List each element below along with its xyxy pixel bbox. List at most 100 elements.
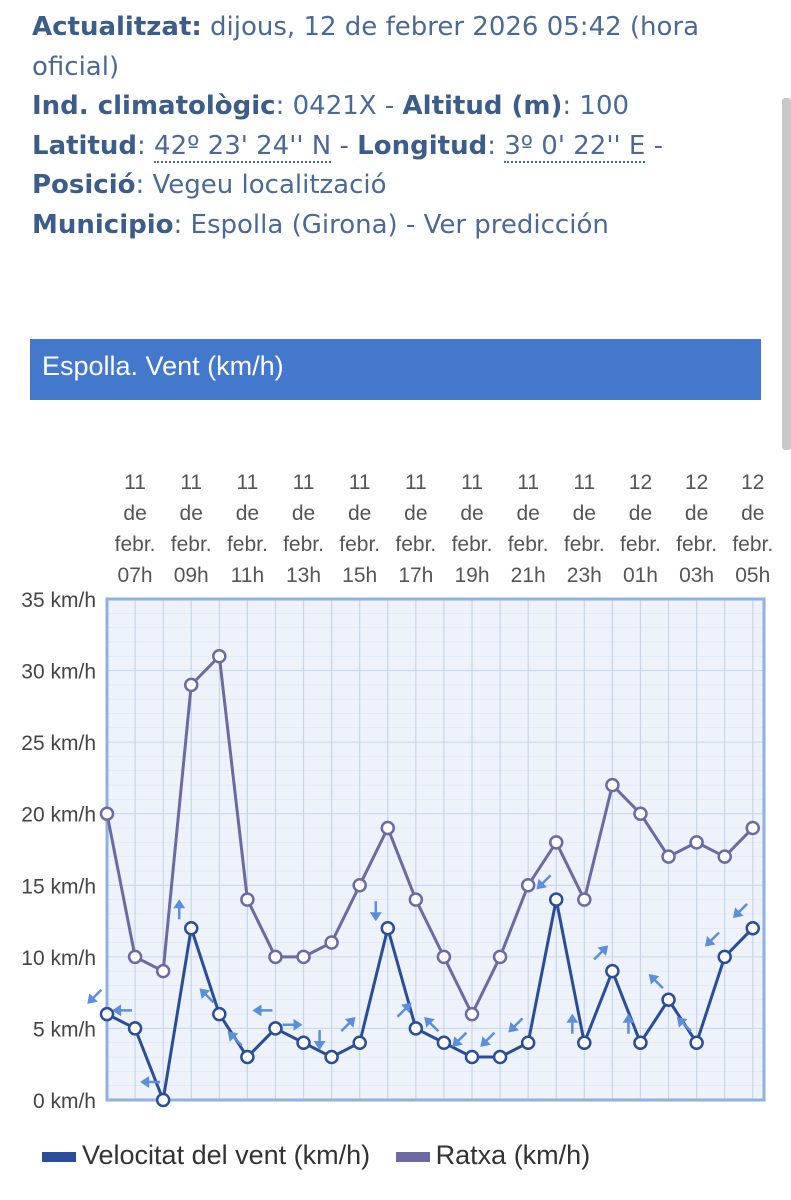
station-info: Actualitzat: dijous, 12 de febrer 2026 0… xyxy=(32,8,732,245)
x-tick-label: 11 xyxy=(236,471,258,494)
longitude-sep: - xyxy=(331,130,358,161)
x-tick-label: febr. xyxy=(339,533,380,556)
latitude-value[interactable]: 42º 23' 24'' N xyxy=(154,130,332,163)
longitude-label: Longitud xyxy=(357,130,488,161)
wind-direction-arrow xyxy=(369,901,382,922)
gust-point xyxy=(99,806,115,821)
x-tick-label: de xyxy=(404,502,427,525)
gust-point xyxy=(127,949,143,965)
gust-point xyxy=(633,806,648,821)
position-link[interactable]: : Vegeu localització xyxy=(135,170,387,200)
page-scrollbar[interactable] xyxy=(782,98,791,450)
x-tick-label: febr. xyxy=(452,533,493,556)
y-tick-label: 25 km/h xyxy=(21,732,96,755)
wind-direction-arrow xyxy=(396,1002,412,1018)
gust-point xyxy=(577,892,592,907)
gust-point xyxy=(717,849,732,864)
speed-point xyxy=(268,1021,283,1036)
legend-speed-label: Velocitat del vent (km/h) xyxy=(82,1140,371,1170)
x-tick-label: de xyxy=(236,502,259,525)
wind-direction-arrow xyxy=(508,1017,524,1033)
y-tick-label: 15 km/h xyxy=(21,875,96,898)
legend-gust[interactable]: Ratxa (km/h) xyxy=(395,1140,590,1171)
speed-point xyxy=(605,963,620,979)
wind-direction-arrow xyxy=(452,1031,468,1047)
chart-title-bar: Espolla. Vent (km/h) xyxy=(30,339,761,400)
wind-direction-arrow xyxy=(140,1076,161,1088)
x-tick-label: febr. xyxy=(227,533,268,556)
speed-point xyxy=(464,1049,480,1065)
wind-direction-arrow xyxy=(648,974,664,990)
gust-point xyxy=(548,835,564,850)
speed-point xyxy=(352,1035,367,1050)
legend-gust-swatch xyxy=(395,1151,430,1162)
speed-point xyxy=(717,949,732,965)
x-tick-label: 21h xyxy=(511,564,546,587)
wind-direction-arrow xyxy=(227,1031,243,1047)
position-label: Posició xyxy=(32,170,136,200)
x-tick-label: 11 xyxy=(517,471,539,494)
y-tick-label: 20 km/h xyxy=(21,804,96,827)
x-tick-label: de xyxy=(516,502,539,525)
gust-point xyxy=(183,677,199,693)
wind-chart: 0 km/h 5 km/h 10 km/h 15 km/h 20 km/h 25 km/h… xyxy=(21,471,773,1113)
longitude-value[interactable]: 3º 0' 22'' E xyxy=(504,130,646,163)
wind-direction-arrow xyxy=(566,1013,579,1034)
gust-point xyxy=(296,949,311,965)
speed-line xyxy=(106,899,754,1106)
gust-point xyxy=(520,878,536,893)
x-tick-label: de xyxy=(460,502,483,525)
x-tick-label: febr. xyxy=(171,533,212,556)
x-tick-label: 15h xyxy=(342,564,377,587)
coordinates-row: Latitud: 42º 23' 24'' N - Longitud: 3º 0… xyxy=(32,127,732,167)
x-tick-label: de xyxy=(180,502,203,525)
gust-point xyxy=(492,949,508,965)
gust-point xyxy=(212,649,227,664)
x-tick-label: de xyxy=(573,502,596,525)
speed-point xyxy=(689,1035,704,1050)
wind-direction-arrow xyxy=(704,931,720,947)
wind-direction-arrow xyxy=(424,1016,440,1032)
speed-point xyxy=(548,892,564,907)
x-tick-label: de xyxy=(629,502,652,525)
speed-point xyxy=(661,992,676,1008)
x-tick-label: 23h xyxy=(567,564,602,587)
y-tick-label: 5 km/h xyxy=(33,1018,96,1041)
x-tick-label: 05h xyxy=(735,564,770,587)
x-tick-label: 11 xyxy=(124,471,146,494)
wind-direction-arrow xyxy=(199,988,215,1004)
speed-point xyxy=(745,920,761,936)
gust-point xyxy=(408,892,424,907)
latitude-label: Latitud xyxy=(32,130,138,161)
x-tick-label: 12 xyxy=(685,471,708,494)
y-tick-label: 0 km/h xyxy=(33,1090,96,1113)
gust-point xyxy=(689,835,704,850)
wind-direction-arrow xyxy=(252,1004,273,1017)
wind-direction-arrow xyxy=(732,902,749,919)
speed-point xyxy=(520,1035,536,1050)
y-tick-label: 10 km/h xyxy=(21,947,96,970)
wind-direction-arrow xyxy=(87,988,103,1004)
longitude-tail: - xyxy=(645,130,663,161)
x-tick-label: febr. xyxy=(395,533,436,556)
wind-direction-arrow xyxy=(480,1031,496,1047)
legend-speed[interactable]: Velocitat del vent (km/h) xyxy=(42,1140,370,1171)
updated-value: dijous, 12 de febrer 2026 05:42 (hora of… xyxy=(32,12,700,82)
x-tick-label: 11 xyxy=(349,471,371,494)
climat-value: : 0421X - xyxy=(275,91,403,121)
y-tick-label: 35 km/h xyxy=(21,589,96,612)
x-tick-label: 11 xyxy=(573,471,595,494)
wind-direction-arrow xyxy=(340,1016,356,1032)
speed-point xyxy=(183,920,199,936)
municipality-link[interactable]: : Espolla (Girona) - Ver predicción xyxy=(173,209,609,240)
climat-row: Ind. climatològic: 0421X - Altitud (m): … xyxy=(32,87,732,127)
speed-point xyxy=(408,1021,424,1036)
position-row: Posició: Vegeu localització xyxy=(32,166,732,206)
x-tick-label: 19h xyxy=(454,564,489,587)
x-tick-label: de xyxy=(685,502,708,525)
wind-direction-arrow xyxy=(112,1004,133,1017)
speed-point xyxy=(324,1049,339,1065)
x-tick-label: febr. xyxy=(676,533,717,556)
x-tick-label: 11 xyxy=(405,471,427,494)
x-tick-label: de xyxy=(348,502,371,525)
